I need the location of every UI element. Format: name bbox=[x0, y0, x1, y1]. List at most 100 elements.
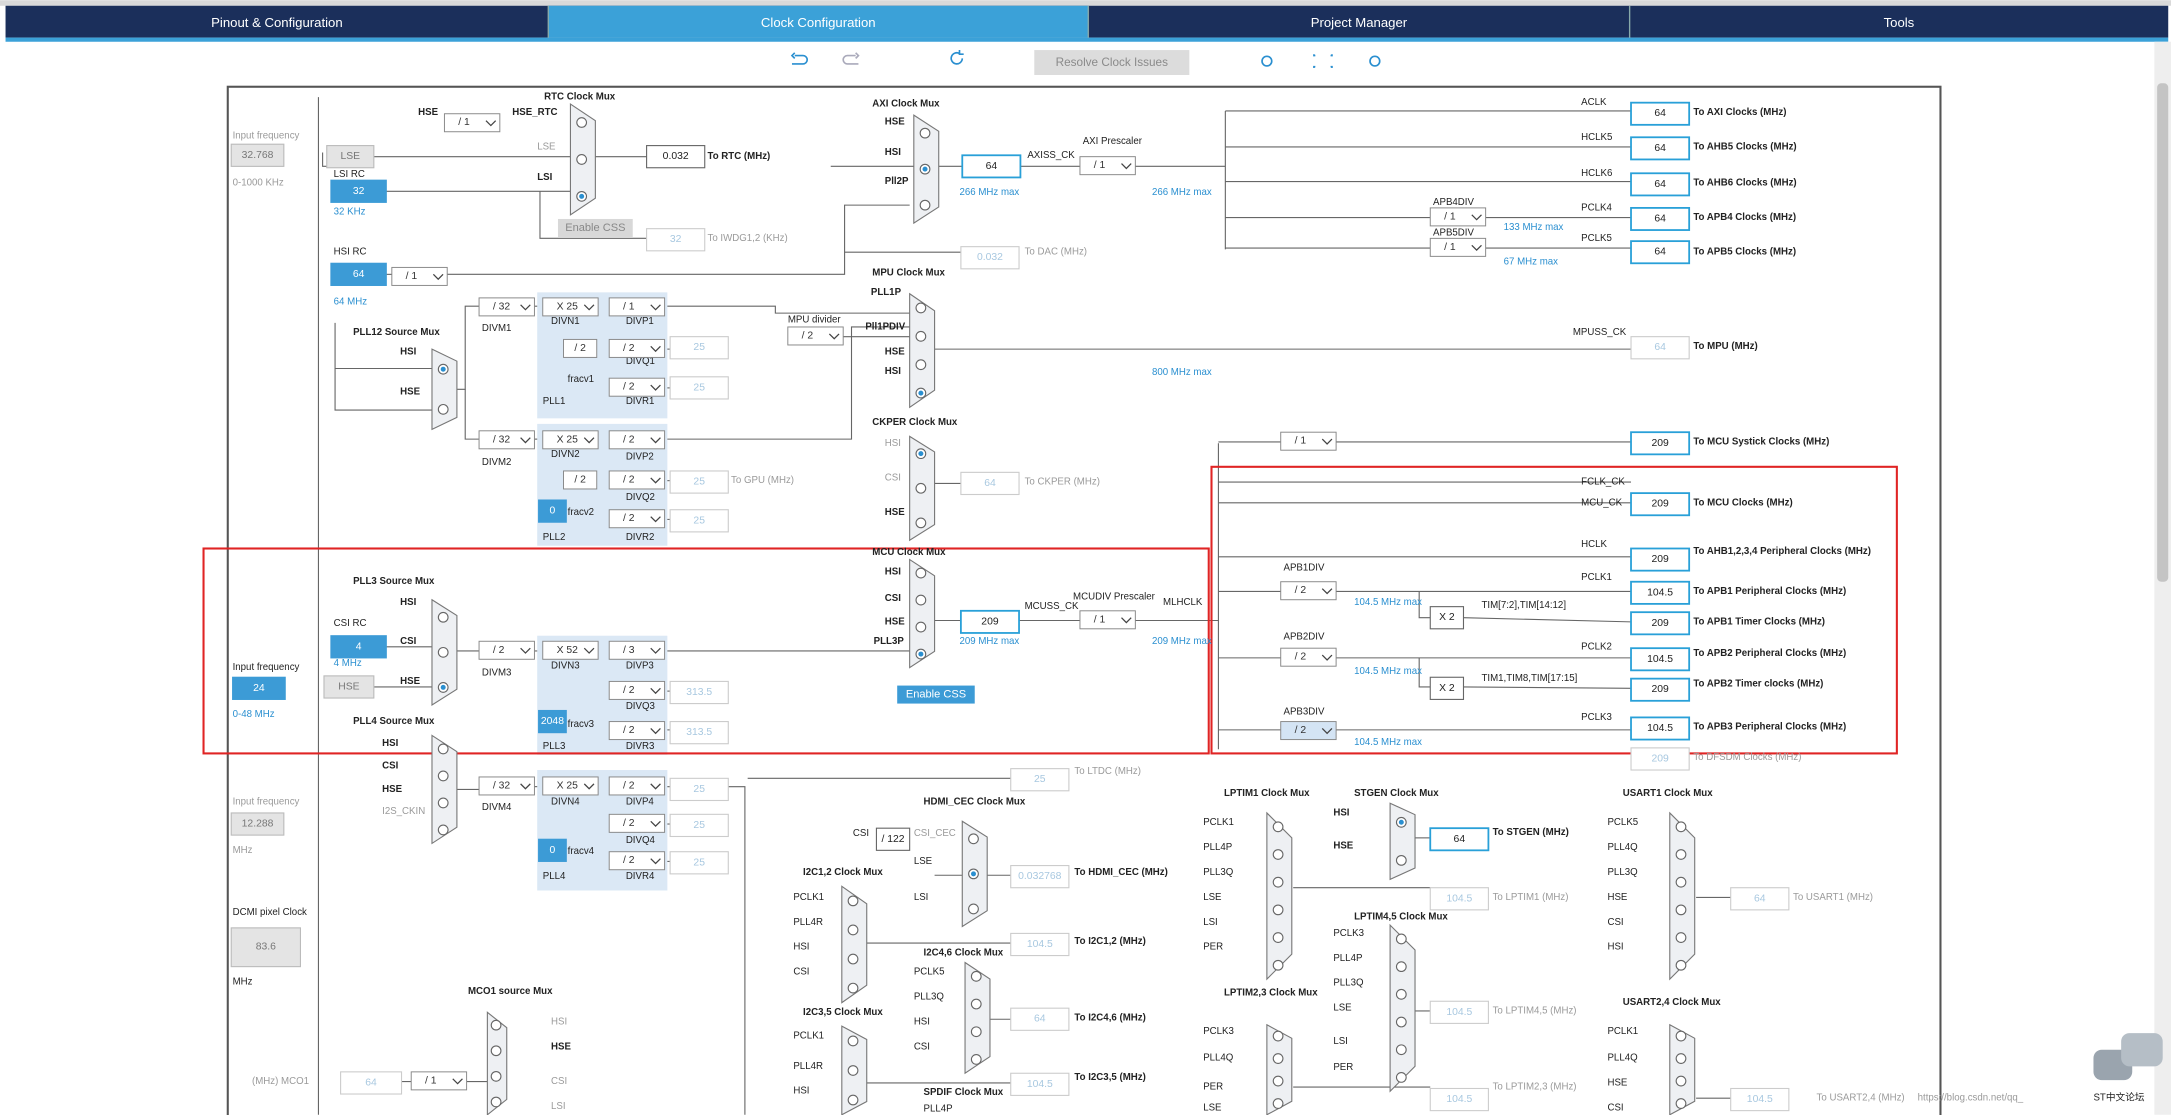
divider-select[interactable] bbox=[410, 1071, 468, 1091]
fit-icon[interactable] bbox=[1313, 54, 1333, 69]
value-field[interactable] bbox=[1630, 336, 1690, 360]
divider-select[interactable] bbox=[1429, 207, 1487, 227]
divider-select[interactable] bbox=[608, 640, 666, 660]
divider-select[interactable] bbox=[608, 430, 666, 450]
mux-input[interactable] bbox=[1675, 1075, 1687, 1087]
mux-input[interactable] bbox=[915, 517, 927, 529]
value-field[interactable] bbox=[330, 262, 387, 286]
value-field[interactable] bbox=[646, 145, 706, 169]
value-field[interactable] bbox=[1429, 827, 1490, 852]
mux-input[interactable] bbox=[915, 359, 927, 371]
mux-input[interactable] bbox=[847, 1065, 859, 1076]
mux-input[interactable] bbox=[1395, 1072, 1407, 1083]
divider-select[interactable] bbox=[563, 338, 598, 358]
mux-input[interactable] bbox=[1675, 904, 1687, 916]
redo-icon[interactable] bbox=[842, 52, 860, 65]
mux-input[interactable] bbox=[915, 621, 927, 633]
value-field[interactable] bbox=[1010, 932, 1070, 957]
tab[interactable]: Tools bbox=[1884, 15, 1915, 30]
divider-select[interactable] bbox=[1079, 156, 1136, 176]
mux-input[interactable] bbox=[919, 199, 931, 211]
value-field[interactable] bbox=[1630, 492, 1691, 517]
value-field[interactable] bbox=[538, 838, 567, 862]
mux-input[interactable] bbox=[1675, 1053, 1687, 1064]
divider-select[interactable] bbox=[608, 509, 666, 529]
mux-input[interactable] bbox=[490, 1045, 502, 1057]
mux-input[interactable] bbox=[1395, 961, 1407, 973]
mux-input[interactable] bbox=[1395, 988, 1407, 1000]
value-field[interactable] bbox=[538, 709, 567, 734]
divider-select[interactable] bbox=[478, 776, 535, 796]
divider-select[interactable] bbox=[542, 297, 599, 317]
mux-input[interactable] bbox=[968, 903, 979, 915]
mux-input[interactable] bbox=[968, 833, 979, 845]
enable-css-button[interactable] bbox=[897, 685, 975, 704]
value-field[interactable] bbox=[1630, 647, 1691, 672]
mux-input[interactable] bbox=[1675, 876, 1687, 888]
value-field[interactable] bbox=[1630, 716, 1691, 741]
undo-icon[interactable] bbox=[790, 52, 809, 65]
value-field[interactable] bbox=[323, 675, 375, 699]
divider-select[interactable] bbox=[391, 266, 448, 286]
value-field[interactable] bbox=[330, 635, 387, 659]
value-field[interactable] bbox=[326, 145, 375, 169]
mux-input[interactable] bbox=[847, 982, 859, 994]
value-field[interactable] bbox=[230, 143, 285, 167]
value-field[interactable] bbox=[1630, 240, 1691, 265]
mux-input[interactable] bbox=[847, 924, 859, 936]
value-field[interactable] bbox=[669, 721, 729, 745]
value-field[interactable] bbox=[1630, 101, 1691, 126]
mux-input[interactable] bbox=[847, 1035, 859, 1047]
divider-select[interactable] bbox=[608, 721, 666, 741]
mux-input[interactable] bbox=[490, 1070, 502, 1082]
value-field[interactable] bbox=[669, 777, 729, 802]
divider-select[interactable] bbox=[608, 851, 666, 871]
mux-input[interactable] bbox=[437, 770, 449, 782]
value-field[interactable] bbox=[1010, 768, 1070, 792]
divider-select[interactable] bbox=[608, 680, 666, 700]
mux-input[interactable] bbox=[1395, 1016, 1407, 1028]
mux-input[interactable] bbox=[437, 824, 449, 836]
mux-input[interactable] bbox=[915, 482, 927, 494]
mux-input[interactable] bbox=[490, 1096, 502, 1108]
reset-icon[interactable] bbox=[950, 50, 964, 65]
divider-select[interactable] bbox=[608, 297, 666, 317]
divider-select[interactable] bbox=[1280, 581, 1337, 601]
mux-input[interactable] bbox=[437, 797, 449, 809]
divider-select[interactable] bbox=[787, 326, 844, 346]
mux-input[interactable] bbox=[1272, 932, 1284, 943]
mux-input[interactable] bbox=[490, 1019, 502, 1031]
mux-input[interactable] bbox=[915, 594, 927, 606]
divider-select[interactable] bbox=[1280, 721, 1337, 741]
mux-input[interactable] bbox=[970, 998, 982, 1010]
mux-input[interactable] bbox=[847, 953, 859, 965]
mux-input[interactable] bbox=[970, 970, 982, 982]
mux-input[interactable] bbox=[1675, 1030, 1687, 1042]
value-field[interactable] bbox=[669, 680, 729, 705]
value-field[interactable] bbox=[669, 509, 729, 533]
value-field[interactable] bbox=[340, 1071, 403, 1095]
value-field[interactable] bbox=[1630, 547, 1691, 572]
value-field[interactable] bbox=[960, 246, 1020, 270]
mux-input[interactable] bbox=[1675, 932, 1687, 943]
tab[interactable]: Pinout & Configuration bbox=[211, 15, 343, 30]
value-field[interactable] bbox=[1010, 865, 1070, 889]
mux-input[interactable] bbox=[970, 1054, 982, 1065]
value-field[interactable] bbox=[232, 676, 286, 700]
divider-select[interactable] bbox=[608, 776, 666, 796]
mux-input[interactable] bbox=[1675, 959, 1687, 971]
value-field[interactable] bbox=[1429, 676, 1465, 700]
value-field[interactable] bbox=[1429, 1000, 1489, 1024]
mux-input[interactable] bbox=[437, 646, 449, 658]
value-field[interactable] bbox=[1630, 206, 1691, 231]
enable-css-button[interactable] bbox=[557, 218, 633, 237]
mux-input[interactable] bbox=[1272, 1075, 1284, 1087]
mux-input[interactable] bbox=[1272, 876, 1284, 888]
value-field[interactable] bbox=[669, 813, 729, 838]
value-field[interactable] bbox=[646, 228, 706, 252]
mux-input[interactable] bbox=[847, 895, 859, 907]
value-field[interactable] bbox=[1730, 887, 1790, 911]
value-field[interactable] bbox=[1429, 887, 1489, 911]
mux-input[interactable] bbox=[1272, 821, 1284, 833]
mux-input[interactable] bbox=[437, 743, 449, 755]
